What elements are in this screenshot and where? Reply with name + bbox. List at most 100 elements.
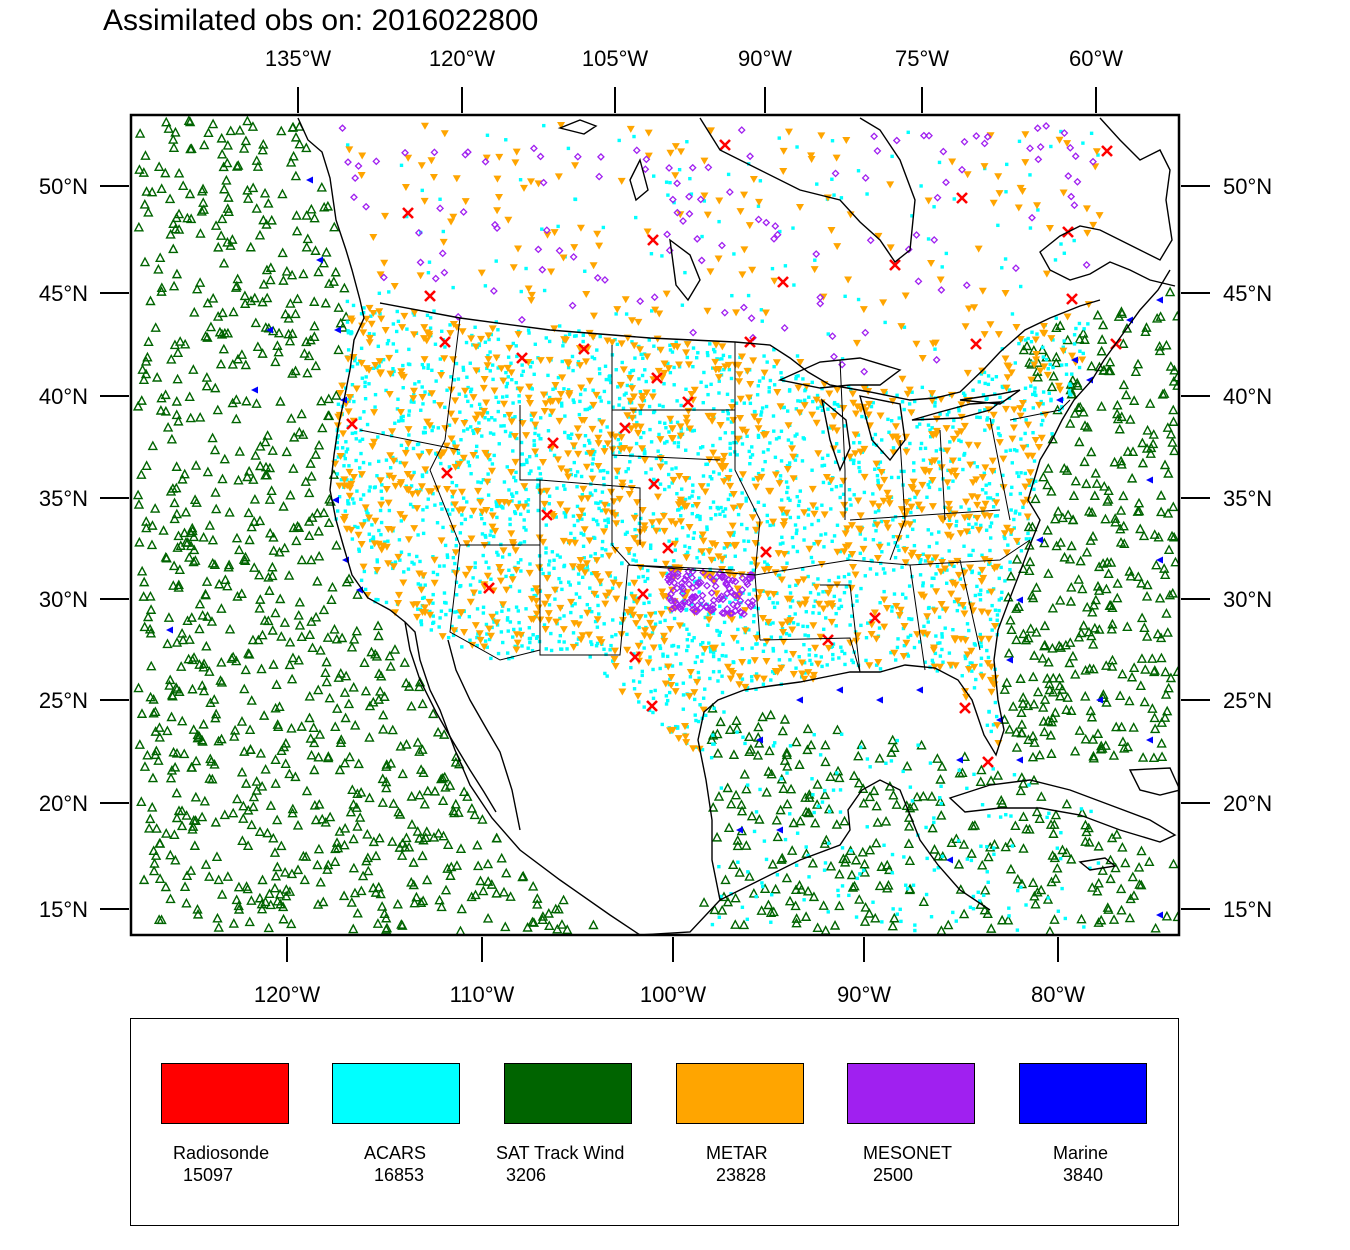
observation-marker bbox=[266, 214, 277, 225]
observation-marker bbox=[754, 425, 763, 433]
observation-marker bbox=[871, 401, 875, 405]
observation-marker bbox=[240, 778, 252, 788]
observation-marker bbox=[664, 365, 673, 373]
observation-marker bbox=[733, 585, 742, 593]
observation-marker bbox=[487, 418, 491, 422]
observation-marker bbox=[1060, 886, 1064, 891]
observation-marker bbox=[710, 922, 715, 927]
observation-marker bbox=[991, 419, 995, 423]
observation-marker bbox=[902, 498, 911, 506]
observation-marker bbox=[937, 530, 941, 534]
observation-marker bbox=[1065, 637, 1076, 647]
observation-marker bbox=[173, 530, 184, 541]
observation-marker bbox=[701, 474, 706, 478]
observation-marker bbox=[692, 531, 697, 535]
observation-marker bbox=[762, 839, 767, 843]
observation-marker bbox=[637, 700, 641, 704]
observation-marker bbox=[153, 263, 164, 274]
observation-marker bbox=[832, 193, 836, 197]
observation-marker bbox=[842, 424, 847, 428]
observation-marker bbox=[815, 406, 820, 410]
observation-marker bbox=[839, 645, 843, 649]
observation-marker bbox=[624, 312, 629, 316]
observation-marker bbox=[488, 533, 492, 537]
observation-marker bbox=[582, 567, 586, 571]
observation-marker bbox=[589, 640, 593, 644]
observation-marker bbox=[928, 397, 937, 405]
observation-marker bbox=[415, 554, 419, 559]
observation-marker bbox=[590, 609, 594, 614]
observation-marker bbox=[313, 525, 324, 536]
observation-marker bbox=[348, 681, 359, 692]
observation-marker bbox=[209, 444, 221, 455]
observation-marker bbox=[210, 382, 221, 393]
observation-marker bbox=[738, 919, 750, 930]
observation-marker bbox=[722, 782, 733, 793]
observation-marker bbox=[348, 862, 360, 873]
observation-marker bbox=[251, 155, 262, 165]
observation-marker bbox=[850, 658, 854, 662]
observation-marker bbox=[940, 854, 945, 859]
observation-marker bbox=[483, 572, 492, 580]
observation-marker bbox=[973, 494, 982, 502]
observation-marker bbox=[824, 644, 833, 652]
observation-marker bbox=[796, 399, 800, 403]
observation-marker bbox=[871, 492, 875, 496]
observation-marker bbox=[884, 864, 895, 875]
observation-marker bbox=[1139, 696, 1150, 707]
observation-marker bbox=[796, 515, 801, 520]
observation-marker bbox=[944, 500, 953, 508]
observation-marker bbox=[998, 433, 1002, 438]
observation-marker bbox=[400, 461, 409, 469]
observation-marker bbox=[522, 462, 526, 467]
observation-marker bbox=[396, 408, 405, 416]
observation-marker bbox=[872, 460, 881, 468]
observation-marker bbox=[368, 882, 379, 893]
observation-marker bbox=[1161, 608, 1172, 618]
observation-marker bbox=[1018, 344, 1030, 355]
observation-marker bbox=[778, 621, 787, 629]
observation-marker bbox=[207, 773, 218, 784]
observation-marker bbox=[703, 687, 707, 691]
observation-marker bbox=[697, 560, 702, 564]
observation-marker bbox=[1097, 558, 1109, 568]
observation-marker bbox=[1122, 446, 1134, 456]
observation-marker bbox=[568, 583, 573, 587]
observation-marker bbox=[412, 562, 416, 566]
observation-marker bbox=[944, 251, 949, 256]
observation-marker bbox=[344, 450, 349, 454]
observation-marker bbox=[860, 901, 871, 912]
observation-marker bbox=[437, 772, 448, 783]
observation-marker bbox=[549, 648, 554, 653]
observation-marker bbox=[162, 421, 174, 432]
observation-marker bbox=[1012, 873, 1023, 884]
observation-marker bbox=[272, 340, 283, 350]
observation-marker bbox=[842, 590, 847, 595]
observation-marker bbox=[210, 712, 221, 723]
observation-marker bbox=[805, 545, 814, 553]
observation-marker bbox=[446, 635, 451, 640]
observation-marker bbox=[352, 821, 363, 831]
observation-marker bbox=[1016, 412, 1025, 420]
observation-marker bbox=[148, 707, 159, 718]
observation-marker bbox=[853, 750, 864, 761]
observation-marker bbox=[286, 722, 297, 733]
observation-marker bbox=[978, 899, 982, 903]
observation-marker bbox=[176, 661, 187, 671]
observation-marker bbox=[581, 569, 590, 577]
observation-marker bbox=[954, 523, 958, 528]
observation-marker bbox=[674, 652, 678, 656]
observation-marker bbox=[180, 506, 192, 517]
observation-marker bbox=[806, 574, 810, 579]
observation-marker bbox=[748, 455, 753, 459]
observation-marker bbox=[607, 488, 616, 496]
observation-marker bbox=[827, 578, 831, 583]
observation-marker bbox=[833, 460, 838, 464]
observation-marker bbox=[846, 869, 858, 880]
observation-marker bbox=[728, 468, 733, 473]
observation-marker bbox=[525, 460, 529, 465]
observation-marker bbox=[905, 534, 910, 539]
observation-marker bbox=[442, 564, 446, 568]
observation-marker bbox=[287, 328, 298, 338]
observation-marker bbox=[975, 465, 980, 469]
